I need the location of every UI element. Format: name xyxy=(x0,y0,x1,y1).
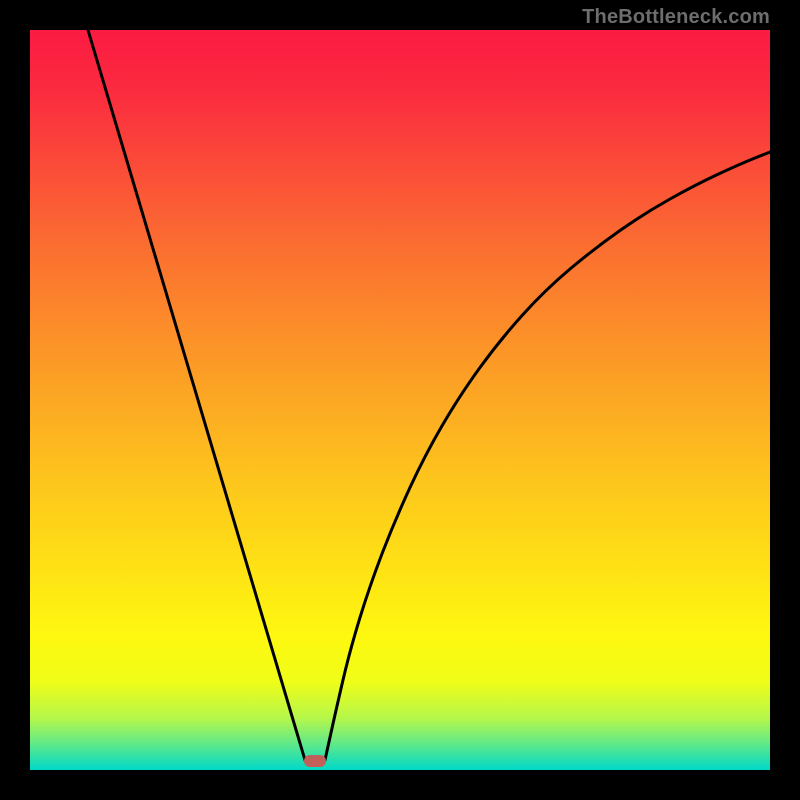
optimum-marker xyxy=(304,755,326,767)
bottleneck-chart xyxy=(0,0,800,800)
watermark-text: TheBottleneck.com xyxy=(582,6,770,29)
chart-container: TheBottleneck.com xyxy=(0,0,800,800)
plot-background xyxy=(30,30,770,770)
